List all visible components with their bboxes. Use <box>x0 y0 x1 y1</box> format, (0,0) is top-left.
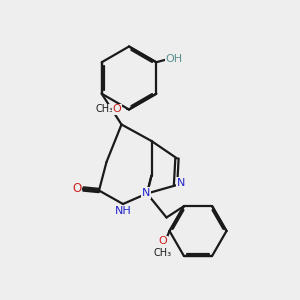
Text: O: O <box>112 104 122 115</box>
Text: O: O <box>158 236 167 247</box>
Text: O: O <box>72 182 81 196</box>
Text: N: N <box>177 178 185 188</box>
Text: NH: NH <box>115 206 132 217</box>
Text: CH₃: CH₃ <box>154 248 172 258</box>
Text: OH: OH <box>166 54 183 64</box>
Text: N: N <box>142 188 151 198</box>
Text: CH₃: CH₃ <box>95 104 113 115</box>
